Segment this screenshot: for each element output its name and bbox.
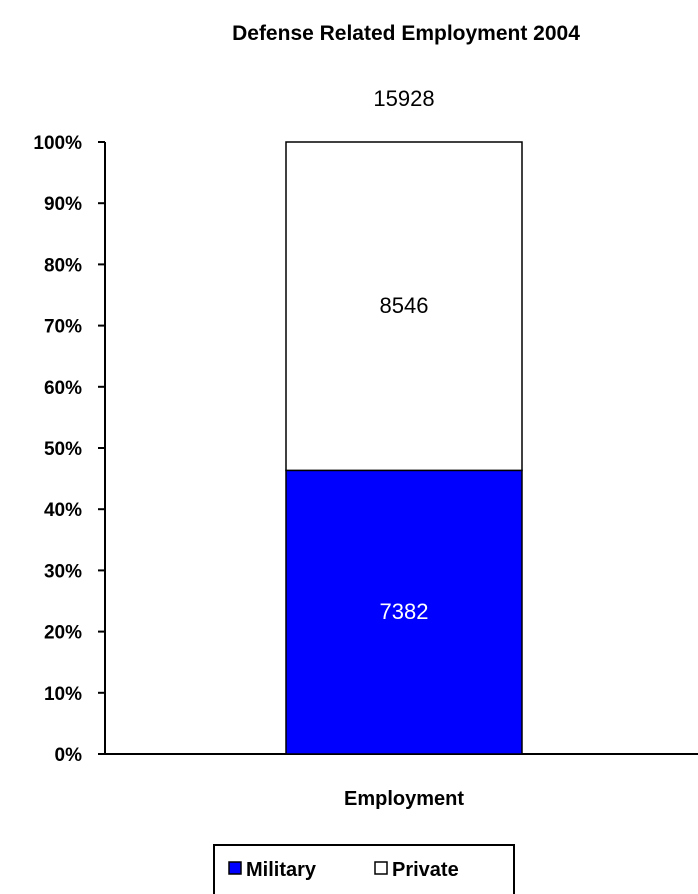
stack-total-label: 15928 (373, 86, 434, 111)
y-tick-label: 10% (44, 684, 82, 705)
legend-swatch-military (228, 861, 242, 875)
bar-military (285, 469, 523, 755)
x-category-label: Employment (344, 788, 464, 810)
y-tick-label: 70% (44, 317, 82, 338)
legend-box (213, 844, 515, 894)
y-tick-label: 20% (44, 623, 82, 644)
data-label-military: 7382 (380, 599, 429, 624)
chart-title: Defense Related Employment 2004 (232, 22, 580, 45)
y-tick-label: 50% (44, 439, 82, 460)
y-tick-label: 90% (44, 194, 82, 215)
legend-swatch-private (374, 861, 388, 875)
y-tick-label: 40% (44, 500, 82, 521)
y-tick-label: 100% (33, 133, 82, 154)
y-tick-label: 60% (44, 378, 82, 399)
y-tick-label: 30% (44, 561, 82, 582)
legend-label-private: Private (392, 859, 459, 881)
legend-label-military: Military (246, 859, 317, 881)
data-label-private: 8546 (380, 293, 429, 318)
plot-area: 0% 10% 20% 30% 40% 50% 60% 70% 80% 90% 100% 7382 854… (33, 133, 698, 810)
legend: Military Private (213, 844, 515, 894)
y-tick-label: 80% (44, 255, 82, 276)
y-tick-label: 0% (55, 745, 83, 766)
bar-private (285, 141, 523, 472)
